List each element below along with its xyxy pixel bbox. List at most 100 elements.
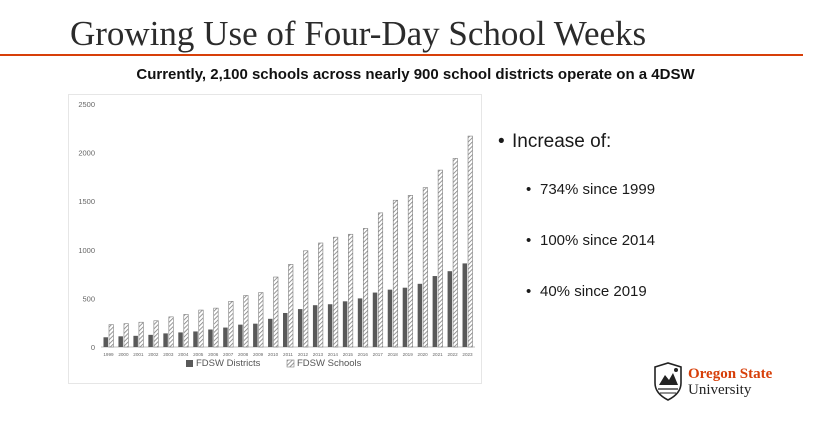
bullet-dot-icon: • xyxy=(498,131,505,152)
logo-line1: Oregon State xyxy=(688,366,773,382)
bar-schools xyxy=(213,307,219,348)
bar-schools xyxy=(108,324,114,348)
legend-swatch-schools xyxy=(286,359,295,368)
bar-districts xyxy=(283,312,288,347)
x-tick-label: 2022 xyxy=(447,352,458,357)
x-tick-label: 2002 xyxy=(148,352,159,357)
x-tick-label: 2014 xyxy=(328,352,339,357)
x-tick-label: 2003 xyxy=(163,352,174,357)
bullet-item-text: 734% since 1999 xyxy=(540,181,656,198)
x-tick-label: 2010 xyxy=(268,352,279,357)
bullet-item: • 100% since 2014 xyxy=(526,231,818,251)
x-tick-label: 2005 xyxy=(193,352,204,357)
bar-schools xyxy=(168,316,174,348)
bar-schools xyxy=(348,233,354,348)
bar-schools xyxy=(467,135,473,348)
bar-schools xyxy=(303,250,309,348)
bullet-main-text: Increase of: xyxy=(512,131,612,152)
bar-schools xyxy=(183,314,189,348)
bullet-item-text: 40% since 2019 xyxy=(540,283,647,300)
bar-districts xyxy=(133,335,138,347)
bar-districts xyxy=(148,334,153,347)
bar-districts xyxy=(417,283,423,347)
bar-districts xyxy=(462,263,468,347)
bar-districts xyxy=(327,304,333,347)
bar-districts xyxy=(118,336,123,347)
x-tick-label: 2000 xyxy=(118,352,129,357)
chart-container: 0 500 1000 1500 2000 2500 1999 2000 2001 2002 2003… xyxy=(68,94,482,384)
bar-schools xyxy=(243,295,249,348)
x-tick-label: 2015 xyxy=(343,352,354,357)
bar-schools xyxy=(318,242,324,348)
university-seal-icon xyxy=(654,362,682,401)
bar-schools xyxy=(407,195,413,348)
y-tick-label: 1000 xyxy=(78,246,95,255)
bar-districts xyxy=(372,292,378,347)
legend-label-schools: FDSW Schools xyxy=(297,358,362,369)
bar-schools xyxy=(392,199,399,348)
bar-districts xyxy=(223,327,228,347)
bullet-item: • 40% since 2019 xyxy=(526,282,818,302)
bar-districts xyxy=(163,333,168,347)
x-tick-label: 2019 xyxy=(403,352,414,357)
x-tick-label: 2020 xyxy=(418,352,429,357)
bar-districts xyxy=(178,332,183,347)
bar-schools xyxy=(452,158,458,348)
y-tick-label: 2000 xyxy=(78,149,95,158)
bullet-item-text: 100% since 2014 xyxy=(540,232,656,249)
bar-districts xyxy=(342,301,348,347)
bar-chart: 0 500 1000 1500 2000 2500 1999 2000 2001 2002 2003… xyxy=(78,100,475,369)
bar-districts xyxy=(432,276,438,347)
bullet-dot-icon: • xyxy=(526,283,532,300)
bar-schools xyxy=(228,301,234,348)
bar-districts xyxy=(208,329,213,347)
bar-schools xyxy=(258,292,264,348)
legend-label-districts: FDSW Districts xyxy=(196,358,261,369)
bar-schools xyxy=(288,264,294,348)
bar-schools xyxy=(153,320,159,348)
bar-districts xyxy=(253,323,258,347)
y-tick-label: 2500 xyxy=(78,100,95,109)
logo-line2: University xyxy=(688,382,752,398)
x-tick-label: 2021 xyxy=(432,352,443,357)
x-tick-label: 1999 xyxy=(103,352,114,357)
bar-schools xyxy=(198,309,204,348)
bullet-dot-icon: • xyxy=(526,232,532,249)
title-divider xyxy=(0,54,803,56)
x-tick-label: 2006 xyxy=(208,352,219,357)
bar-schools xyxy=(123,323,129,348)
bar-districts xyxy=(103,337,108,347)
bar-schools xyxy=(437,169,443,348)
x-tick-label: 2001 xyxy=(133,352,144,357)
bar-districts xyxy=(402,287,408,347)
bar-districts xyxy=(297,309,303,347)
x-tick-label: 2017 xyxy=(373,352,384,357)
bar-districts xyxy=(268,318,273,347)
bar-schools xyxy=(138,321,144,348)
bar-schools xyxy=(377,212,384,348)
x-tick-label: 2008 xyxy=(238,352,249,357)
y-tick-label: 0 xyxy=(91,343,95,352)
slide-subtitle: Currently, 2,100 schools across nearly 9… xyxy=(136,66,695,83)
x-tick-label: 2011 xyxy=(283,352,293,357)
bullet-dot-icon: • xyxy=(526,181,532,198)
bar-districts xyxy=(447,271,453,347)
x-tick-label: 2009 xyxy=(253,352,264,357)
x-tick-label: 2004 xyxy=(178,352,189,357)
y-tick-label: 500 xyxy=(82,294,95,303)
bar-districts xyxy=(238,324,243,347)
x-tick-label: 2012 xyxy=(298,352,309,357)
bar-districts xyxy=(312,305,318,347)
bar-districts xyxy=(193,331,198,347)
university-logo: Oregon State University xyxy=(651,361,791,405)
x-tick-label: 2007 xyxy=(223,352,234,357)
bar-districts xyxy=(387,289,393,347)
bar-districts xyxy=(357,298,363,347)
x-tick-label: 2023 xyxy=(462,352,473,357)
legend-swatch-districts xyxy=(186,360,193,367)
y-tick-label: 1500 xyxy=(78,197,95,206)
bullet-main: • Increase of: xyxy=(498,130,818,154)
bar-schools xyxy=(422,187,428,348)
x-tick-label: 2016 xyxy=(358,352,369,357)
bullet-item: • 734% since 1999 xyxy=(526,180,818,200)
